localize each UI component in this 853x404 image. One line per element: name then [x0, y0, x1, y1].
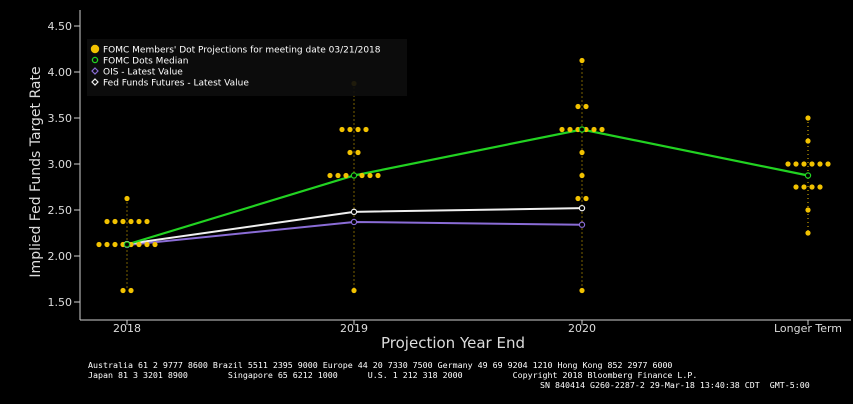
ois-series-point	[350, 218, 358, 226]
dot-projection	[347, 126, 353, 133]
dot-projection	[793, 161, 799, 167]
dot-projection	[591, 126, 597, 133]
dot-projection	[355, 149, 361, 156]
dot-projection	[567, 126, 573, 133]
y-tick-label: 1.50	[48, 296, 73, 309]
dot-projection	[136, 218, 142, 225]
median-series-point	[578, 126, 586, 133]
dot-projection	[559, 126, 565, 133]
dot-projection	[805, 207, 811, 213]
series-lines	[126, 128, 809, 246]
dot-projection	[375, 172, 381, 179]
dot-projection	[785, 161, 791, 167]
dot-projection	[112, 218, 118, 225]
dot-projection	[120, 218, 126, 225]
axes	[74, 10, 851, 325]
dot-projection	[96, 241, 102, 248]
dot-projection	[805, 115, 811, 121]
x-tick-label: 2018	[113, 322, 141, 335]
footer-line-2: Japan 81 3 3201 8900 Singapore 65 6212 1…	[88, 370, 698, 380]
legend-label: FOMC Dots Median	[103, 57, 188, 67]
dot-projection	[801, 161, 807, 167]
dot-projection	[817, 161, 823, 167]
dot-projection	[801, 184, 807, 190]
dot-projection	[343, 172, 349, 179]
dot-projection	[124, 195, 130, 202]
dot-projection	[579, 287, 585, 294]
dot-projection	[579, 172, 585, 179]
legend-median-marker	[91, 56, 99, 64]
x-tick-label: 2020	[568, 322, 596, 335]
footer-line-3: SN 840414 G260-2287-2 29-Mar-18 13:40:38…	[540, 380, 810, 390]
legend-ois-marker	[91, 67, 99, 75]
x-tick-label: 2019	[340, 322, 368, 335]
futures-series-point	[578, 204, 586, 212]
dot-projection	[367, 172, 373, 179]
dot-projection	[136, 241, 142, 248]
dot-projection	[128, 287, 134, 294]
legend-dot-marker	[90, 44, 100, 54]
legend: FOMC Members' Dot Projections for meetin…	[87, 39, 407, 96]
dot-projection	[144, 218, 150, 225]
dot-projections	[96, 57, 831, 294]
y-tick-label: 4.50	[48, 20, 73, 33]
x-axis-label: Projection Year End	[381, 334, 525, 352]
dot-projection	[817, 184, 823, 190]
dot-projection	[355, 126, 361, 133]
dot-projection	[809, 184, 815, 190]
y-tick-label: 2.50	[48, 204, 73, 217]
dot-projection	[339, 126, 345, 133]
footer-line-1: Australia 61 2 9777 8600 Brazil 5511 239…	[88, 360, 673, 370]
dot-projection	[112, 241, 118, 248]
y-tick-label: 2.00	[48, 250, 73, 263]
footer-contact-info: Australia 61 2 9777 8600 Brazil 5511 239…	[0, 357, 853, 404]
dot-projection	[805, 230, 811, 236]
y-tick-label: 3.50	[48, 112, 73, 125]
ois-series-point	[578, 221, 586, 228]
dot-projection	[359, 172, 365, 179]
y-tick-label: 4.00	[48, 66, 73, 79]
legend-label: FOMC Members' Dot Projections for meetin…	[103, 46, 381, 56]
dot-projection	[128, 218, 134, 225]
y-axis-label: Implied Fed Funds Target Rate	[28, 66, 44, 277]
dot-projection	[579, 57, 585, 64]
dot-projection	[335, 172, 341, 179]
dot-projection	[579, 149, 585, 156]
dot-projection	[805, 138, 811, 144]
x-tick-label: Longer Term	[774, 322, 842, 335]
dot-projection	[575, 103, 581, 110]
series-markers	[123, 126, 812, 249]
fomc-dot-plot-chart: 1.50 2.00 2.50 3.00 3.50 4.00 4.50 2018 2019 2020…	[28, 10, 851, 352]
y-tick-label: 3.00	[48, 158, 73, 171]
dot-projection	[575, 195, 581, 202]
median-series-point	[804, 172, 812, 179]
dot-projection	[152, 241, 158, 248]
dot-projection	[351, 287, 357, 294]
median-series-line	[126, 128, 809, 246]
dot-projection	[809, 161, 815, 167]
dot-projection	[327, 172, 333, 179]
legend-label: Fed Funds Futures - Latest Value	[103, 79, 249, 89]
futures-series-point	[350, 208, 358, 216]
dot-projection	[104, 218, 110, 225]
dot-projection	[583, 103, 589, 110]
dot-projection	[599, 126, 605, 133]
median-series-point	[350, 172, 358, 179]
median-series-point	[123, 241, 131, 248]
dot-projection	[120, 287, 126, 294]
legend-futures-marker	[91, 78, 99, 86]
dot-projection	[793, 184, 799, 190]
dot-projection	[583, 195, 589, 202]
dot-projection	[347, 149, 353, 156]
legend-box	[87, 39, 407, 96]
legend-label: OIS - Latest Value	[103, 68, 183, 78]
dot-projection	[825, 161, 831, 167]
tick-labels: 1.50 2.00 2.50 3.00 3.50 4.00 4.50 2018 2019 2020…	[48, 20, 843, 335]
dot-projection	[144, 241, 150, 248]
dot-projection	[104, 241, 110, 248]
dot-projection	[363, 126, 369, 133]
